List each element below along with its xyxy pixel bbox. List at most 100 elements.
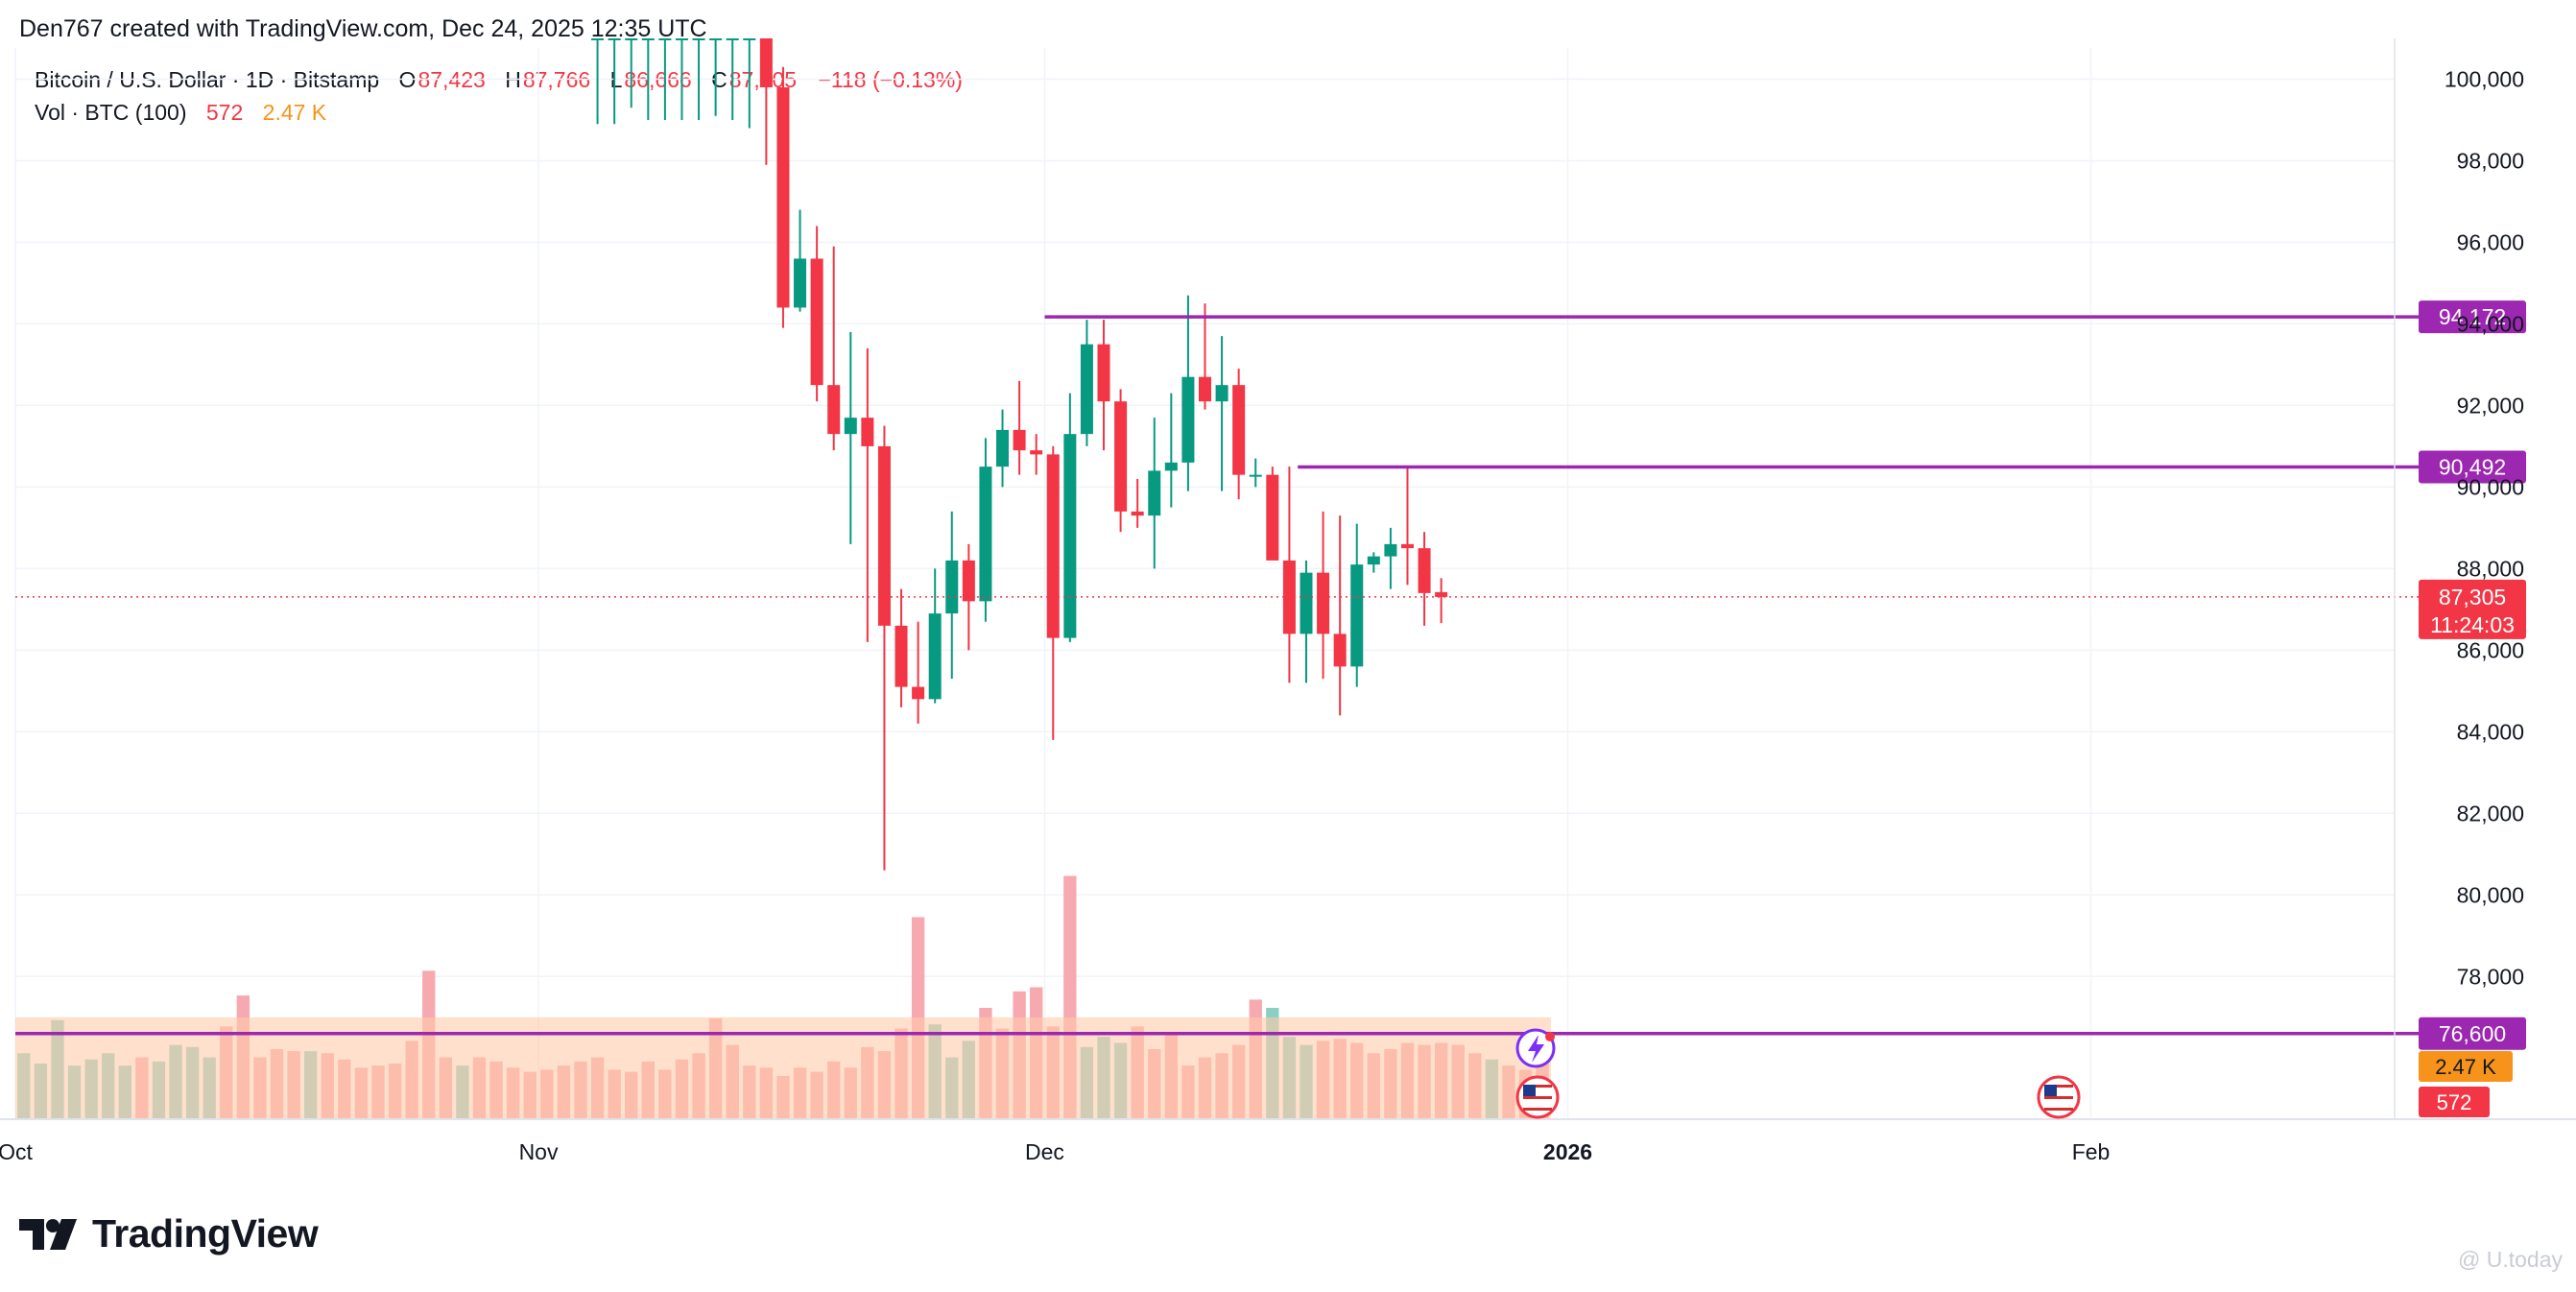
- candle: [1097, 320, 1110, 451]
- candle: [1148, 418, 1161, 569]
- x-tick-label: Feb: [2072, 1139, 2111, 1164]
- volume-ma-value: 2.47 K: [262, 100, 327, 125]
- candle: [1114, 389, 1128, 533]
- candle-body: [844, 418, 857, 435]
- candle: [1232, 369, 1246, 500]
- candle: [1300, 560, 1313, 683]
- candle-body: [1046, 454, 1060, 638]
- candle-body: [1400, 543, 1414, 549]
- candle-body: [608, 38, 621, 40]
- us-flag-icon: [1515, 1075, 1560, 1119]
- x-tick-label: 2026: [1543, 1139, 1592, 1164]
- candle-body: [1114, 401, 1128, 512]
- volume-ma-tag-label: 2.47 K: [2435, 1055, 2496, 1079]
- candle-body: [996, 429, 1010, 467]
- last-price-tag: [2419, 579, 2526, 639]
- candle-body: [1300, 572, 1313, 634]
- flag-stripe: [1523, 1108, 1552, 1111]
- candle: [1367, 552, 1380, 573]
- candle: [928, 568, 942, 704]
- candle: [1350, 523, 1364, 687]
- volume-value: 572: [205, 100, 244, 125]
- volume-ma-tag: [2419, 1051, 2513, 1082]
- candle: [709, 38, 723, 116]
- candle-body: [912, 686, 925, 700]
- watermark: @ U.today: [2457, 1247, 2563, 1272]
- candle-body: [979, 467, 992, 602]
- candle-body: [1131, 511, 1144, 516]
- candle: [591, 38, 605, 125]
- candle-body: [1097, 344, 1110, 402]
- lightning-glyph: [1528, 1035, 1544, 1063]
- candle: [692, 38, 705, 120]
- candle: [1435, 578, 1448, 624]
- candle-body: [1266, 474, 1279, 561]
- candle: [743, 38, 756, 129]
- volume-bars: [15, 875, 1551, 1119]
- level-tag: [2419, 1017, 2526, 1050]
- y-tick-label: 84,000: [2457, 719, 2524, 744]
- candle-body: [625, 38, 638, 40]
- volume-label[interactable]: Vol · BTC (100): [35, 100, 187, 125]
- level-tag-label: 94,172: [2439, 304, 2506, 329]
- y-tick-label: 100,000: [2445, 66, 2524, 91]
- candle: [1164, 393, 1178, 508]
- candle: [641, 38, 655, 120]
- candle: [1249, 458, 1262, 488]
- candle: [877, 425, 891, 871]
- x-tick-label: Nov: [519, 1139, 559, 1164]
- lightning-dot: [1545, 1032, 1555, 1041]
- candle: [1080, 320, 1093, 446]
- candle: [759, 38, 773, 165]
- candle: [1317, 511, 1330, 680]
- candle-body: [1367, 556, 1380, 565]
- flag-stripe: [1523, 1090, 1552, 1093]
- x-tick-label: Oct: [0, 1139, 33, 1164]
- candle: [844, 331, 857, 544]
- tradingview-brand[interactable]: TradingView: [19, 1211, 319, 1256]
- flag-stripe: [2044, 1096, 2073, 1099]
- candle: [1198, 303, 1212, 410]
- flag-stripe: [2044, 1108, 2073, 1111]
- candle-body: [1418, 548, 1431, 593]
- candle-body: [1063, 434, 1077, 638]
- level-tag-label: 90,492: [2439, 454, 2506, 479]
- countdown-label: 11:24:03: [2430, 612, 2515, 637]
- candle: [1333, 515, 1347, 716]
- candle-body: [776, 86, 790, 308]
- candle-body: [810, 258, 823, 386]
- volume-last-tag-label: 572: [2437, 1090, 2472, 1114]
- candle-body: [1384, 543, 1397, 557]
- candle-body: [1232, 385, 1246, 475]
- tradingview-logo-icon: [19, 1218, 77, 1250]
- candle-body: [1148, 470, 1161, 516]
- axes: 78,000 80,000 82,000 84,000 86,000 88,000 90,0…: [0, 38, 2576, 1164]
- level-tag-label: 76,600: [2439, 1021, 2506, 1046]
- candle-body: [962, 560, 975, 602]
- last-price-label: 87,305: [2439, 585, 2506, 610]
- candle-body: [1435, 591, 1448, 597]
- candle-body: [928, 613, 942, 700]
- candle-body: [877, 445, 891, 626]
- candle: [827, 246, 841, 451]
- candle: [625, 38, 638, 108]
- candle-body: [1030, 450, 1043, 455]
- volume-legend: Vol · BTC (100) 572 2.47 K: [35, 100, 328, 126]
- y-tick-label: 98,000: [2457, 148, 2524, 173]
- candle: [1063, 393, 1077, 642]
- candle-body: [1198, 376, 1212, 402]
- candle: [810, 226, 823, 402]
- level-tag: [2419, 450, 2526, 484]
- candle-body: [1181, 376, 1195, 463]
- candle-body: [1013, 429, 1026, 451]
- flag-stripe: [2044, 1085, 2073, 1088]
- candle-body: [1317, 572, 1330, 634]
- candle-body: [759, 38, 773, 87]
- candle: [776, 66, 790, 328]
- candle-body: [1215, 385, 1228, 402]
- candle-body: [709, 38, 723, 40]
- y-tick-label: 86,000: [2457, 637, 2524, 662]
- candle: [1215, 336, 1228, 491]
